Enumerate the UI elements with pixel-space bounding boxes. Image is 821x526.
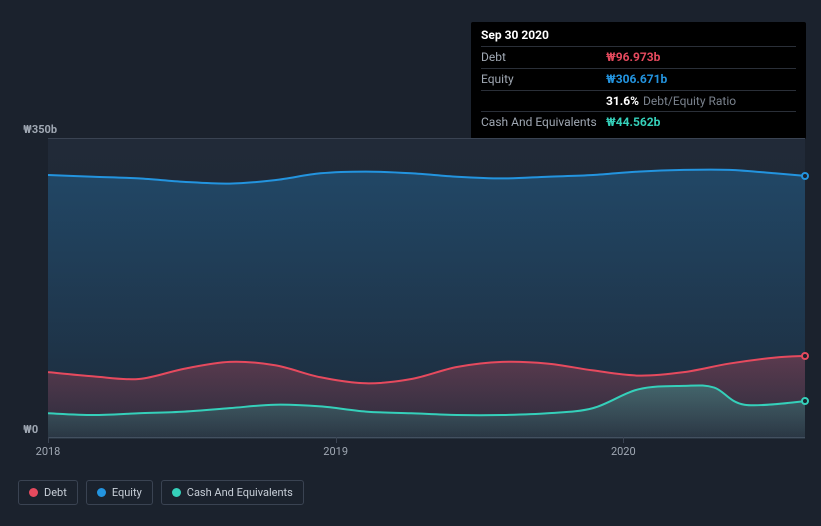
legend-label: Equity: [112, 486, 142, 499]
chart-legend: Debt Equity Cash And Equivalents: [18, 480, 304, 505]
chart-plot-area[interactable]: [48, 138, 805, 438]
legend-swatch: [97, 488, 106, 497]
series-endpoint-debt: [801, 352, 809, 360]
tooltip-value: 31.6%Debt/Equity Ratio: [606, 93, 736, 110]
legend-swatch: [172, 488, 181, 497]
tooltip-row: 31.6%Debt/Equity Ratio: [481, 90, 796, 112]
x-axis-tick: 2020: [611, 445, 636, 458]
y-axis-max: ₩350b: [23, 123, 57, 136]
tooltip-value: ₩96.973b: [606, 49, 660, 66]
x-axis-tick: 2018: [36, 445, 61, 458]
legend-item-equity[interactable]: Equity: [86, 480, 153, 505]
tooltip-date: Sep 30 2020: [481, 28, 796, 42]
tooltip-sublabel: Debt/Equity Ratio: [643, 94, 736, 108]
series-endpoint-equity: [801, 172, 809, 180]
y-axis-min: ₩0: [23, 423, 38, 436]
tooltip-label: [481, 93, 606, 110]
legend-item-cash[interactable]: Cash And Equivalents: [161, 480, 304, 505]
tooltip-value: ₩306.671b: [606, 71, 667, 88]
series-endpoint-cash: [801, 397, 809, 405]
x-axis-tick: 2019: [323, 445, 348, 458]
tooltip-label: Debt: [481, 49, 606, 66]
tooltip-label: Equity: [481, 71, 606, 88]
legend-label: Cash And Equivalents: [187, 486, 293, 499]
legend-label: Debt: [44, 486, 67, 499]
x-axis: 201820192020: [48, 443, 805, 463]
debt-equity-chart: ₩350b ₩0 201820192020: [18, 118, 805, 448]
legend-item-debt[interactable]: Debt: [18, 480, 78, 505]
legend-swatch: [29, 488, 38, 497]
tooltip-row: Equity₩306.671b: [481, 68, 796, 90]
tooltip-row: Debt₩96.973b: [481, 46, 796, 68]
